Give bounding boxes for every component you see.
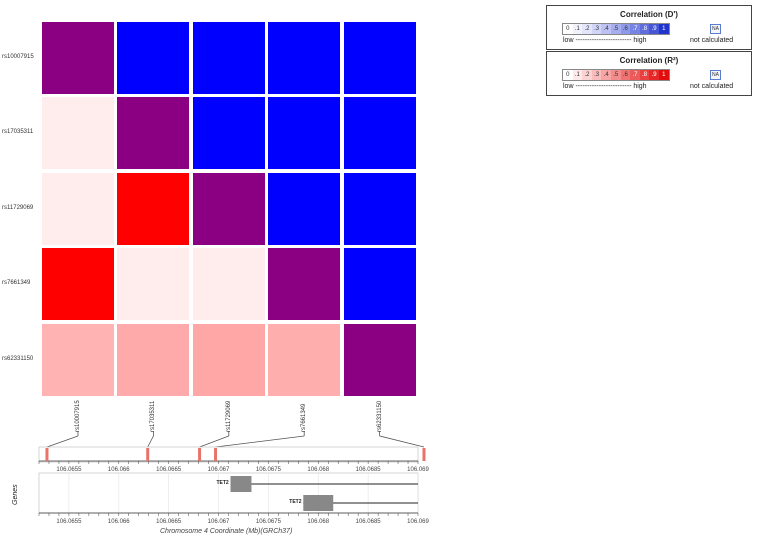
heatmap-cell[interactable] [192,323,265,396]
x-axis-title: Chromosome 4 Coordinate (Mb)(GRCh37) [160,528,293,535]
gene-name-label: TET2 [289,499,302,505]
heatmap-cell[interactable] [117,248,190,321]
heatmap-cell[interactable] [343,172,416,245]
x-tick-label: 106.0655 [56,519,82,525]
heatmap-cell[interactable] [343,22,416,94]
heatmap-cell[interactable] [192,22,265,94]
r2-color-scale: 0.1.2.3.4.5.6.7.8.9 1 [562,69,670,81]
snp-position-marker [198,448,202,461]
scale-step: .9 [649,24,659,34]
dprime-color-scale: 0.1.2.3.4.5.6.7.8.9 1 [562,23,670,35]
snp-position-marker [146,448,150,461]
scale-step: .1 [572,24,583,34]
gene-exon [230,476,252,492]
scale-step: .7 [630,24,640,34]
dprime-legend: Correlation (D') 0.1.2.3.4.5.6.7.8.9 1 NA… [546,5,752,50]
gene-exon [303,495,334,511]
heatmap-cell[interactable] [268,97,341,170]
scale-step: .2 [582,70,592,80]
snp-position-marker [45,448,49,461]
r2-legend: Correlation (R²) 0.1.2.3.4.5.6.7.8.9 1 NA… [546,51,752,96]
row-label: rs11729069 [2,204,34,211]
x-tick-label: 106.066 [107,519,130,525]
scale-step: .8 [639,70,650,80]
snp-position-marker [422,448,426,461]
x-tick-label: 106.0655 [56,467,82,473]
x-tick-label: 106.0675 [255,467,281,473]
row-label: rs17035311 [2,129,34,136]
x-tick-label: 106.0685 [355,519,381,525]
row-label: rs10007915 [2,54,34,60]
heatmap-cell[interactable] [42,172,114,245]
scale-step: .9 [649,70,659,80]
heatmap-cell[interactable] [42,22,114,94]
scale-step: .6 [620,24,631,34]
snp-connector [46,435,79,448]
heatmap-cell[interactable] [42,323,114,396]
row-label: rs62331150 [2,355,34,362]
x-tick-label: 106.069 [407,519,429,525]
x-tick-label: 106.0665 [156,467,182,473]
heatmap-cell[interactable] [268,172,341,245]
heatmap-cell[interactable] [268,323,341,396]
x-tick-label: 106.066 [107,467,130,473]
x-tick-label: 106.068 [307,519,330,525]
dprime-not-calculated: not calculated [690,37,734,44]
heatmap-cell[interactable] [117,323,190,396]
heatmap-cell[interactable] [268,248,341,321]
genes-axis-label: Genes [12,484,19,505]
dprime-low-high: low ------------------------ high [563,37,647,44]
scale-step: 1 [658,24,669,34]
scale-step: .1 [572,70,583,80]
scale-step: .2 [582,24,592,34]
gene-name-label: TET2 [216,480,229,486]
r2-na-swatch: NA [710,70,721,80]
x-tick-label: 106.067 [207,519,230,525]
heatmap-cell[interactable] [192,97,265,170]
scale-step: .3 [591,70,602,80]
scale-step: .6 [620,70,631,80]
x-tick-label: 106.0675 [255,519,281,525]
scale-step: .4 [601,24,611,34]
heatmap-cell[interactable] [117,22,190,94]
gene-track [38,472,419,514]
scale-step: .7 [630,70,640,80]
scale-step: 0 [563,70,573,80]
position-track [38,446,419,463]
snp-connector [147,435,154,448]
snp-connector [199,435,229,448]
heatmap-cell[interactable] [343,97,416,170]
snp-connector [379,435,425,448]
scale-step: .4 [601,70,611,80]
heatmap-cell[interactable] [117,172,190,245]
x-tick-label: 106.068 [307,467,330,473]
r2-low-high: low ------------------------ high [563,83,647,90]
heatmap-cell[interactable] [343,323,416,396]
scale-step: 0 [563,24,573,34]
scale-step: 1 [658,70,669,80]
heatmap-cell[interactable] [42,97,114,170]
heatmap-cell[interactable] [268,22,341,94]
scale-step: .8 [639,24,650,34]
scale-step: .5 [610,70,621,80]
heatmap-cell[interactable] [192,248,265,321]
dprime-legend-title: Correlation (D') [620,10,678,19]
snp-position-marker [214,448,218,461]
r2-legend-title: Correlation (R²) [619,56,679,65]
x-tick-label: 106.0665 [156,519,182,525]
r2-not-calculated: not calculated [690,83,734,90]
heatmap-cell[interactable] [192,172,265,245]
scale-step: .3 [591,24,602,34]
x-tick-label: 106.069 [407,467,429,473]
snp-connector [215,435,305,448]
x-tick-label: 106.0685 [355,467,381,473]
scale-step: .5 [610,24,621,34]
heatmap-cell[interactable] [117,97,190,170]
heatmap-cell[interactable] [343,248,416,321]
heatmap-cell[interactable] [42,248,114,321]
x-tick-label: 106.067 [207,467,230,473]
row-label: rs7661349 [2,280,31,287]
dprime-na-swatch: NA [710,24,721,34]
